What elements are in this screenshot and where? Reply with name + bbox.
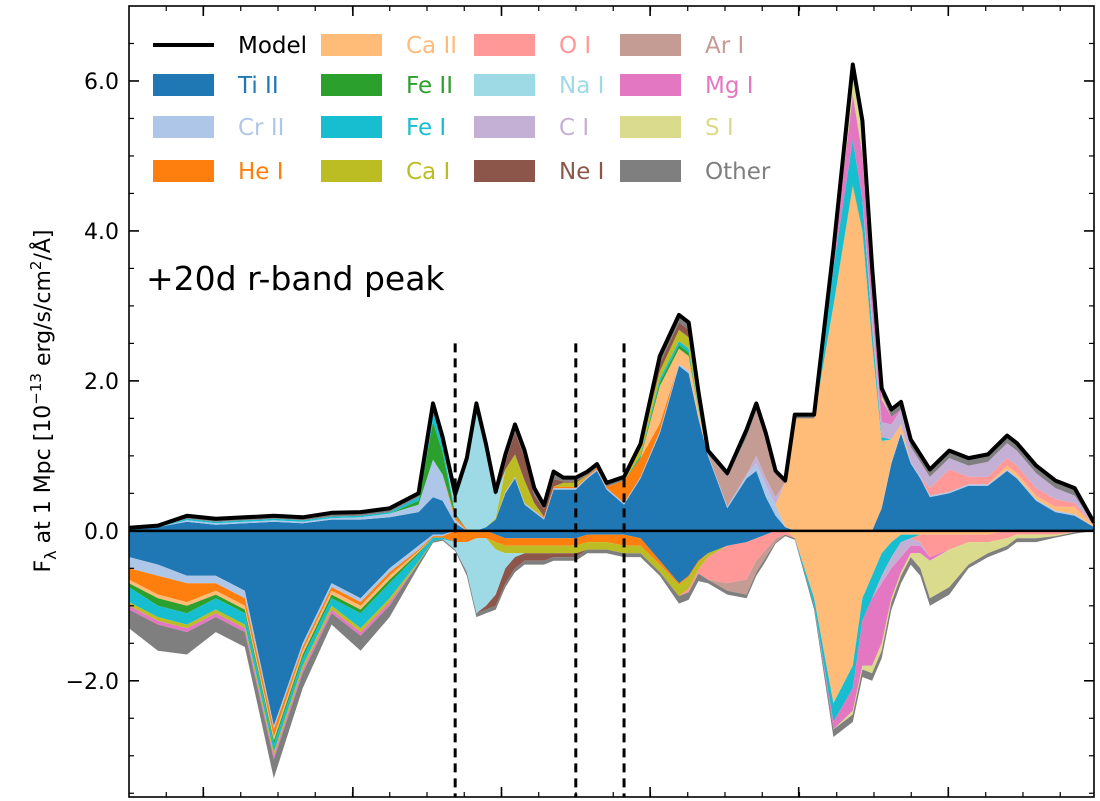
legend-label-other: Other	[705, 159, 771, 185]
legend-label-c-i: C I	[559, 115, 589, 141]
legend-label-ar-i: Ar I	[705, 33, 744, 59]
y-axis-label-sub: λ	[41, 550, 60, 559]
y-tick-label: 6.0	[84, 70, 119, 95]
legend-swatch-s-i	[620, 116, 681, 138]
legend-label-model: Model	[238, 33, 307, 59]
emission-area-o-i	[129, 139, 1094, 531]
absorption-area-ca-ii	[129, 530, 1094, 741]
y-tick-label: 0.0	[84, 520, 119, 545]
legend-swatch-c-i	[474, 116, 535, 138]
legend-label-na-i: Na I	[559, 73, 604, 99]
legend-label-o-i: O I	[559, 33, 591, 59]
legend-swatch-other	[620, 160, 681, 182]
y-axis-label-text2: erg/s/cm	[31, 270, 56, 373]
legend-label-he-i: He I	[238, 159, 284, 185]
legend-label-ne-i: Ne I	[559, 159, 604, 185]
emission-area-ca-ii	[129, 185, 1094, 531]
legend-swatch-ca-i	[321, 160, 382, 182]
axis-ticks: 6.0 4.0 2.0 0.0 −2.0	[66, 6, 1094, 797]
dashed-markers	[453, 343, 626, 797]
absorption-area-mg-i	[129, 530, 1094, 760]
legend-swatch-ti-ii	[153, 74, 214, 96]
legend-swatch-mg-i	[620, 74, 681, 96]
absorption-area-ti-ii	[129, 530, 1094, 726]
y-axis-label-text: at 1 Mpc [10	[31, 405, 56, 551]
legend-swatch-fe-i	[321, 116, 382, 138]
legend: Model Ti II Cr II He I Ca II Fe II Fe I Ca I O I…	[153, 33, 771, 185]
legend-swatch-ca-ii	[321, 34, 382, 56]
y-axis-label-main: F	[31, 560, 56, 573]
legend-swatch-o-i	[474, 34, 535, 56]
y-axis-label-sup: −13	[27, 373, 45, 405]
legend-swatch-cr-ii	[153, 116, 214, 138]
plot-frame	[128, 5, 1095, 798]
legend-label-mg-i: Mg I	[705, 73, 754, 99]
y-tick-label: −2.0	[66, 670, 119, 695]
model-line	[129, 62, 1094, 530]
y-tick-label: 2.0	[84, 370, 119, 395]
y-tick-label: 4.0	[84, 220, 119, 245]
legend-label-fe-ii: Fe II	[406, 73, 453, 99]
legend-label-fe-i: Fe I	[406, 115, 446, 141]
legend-label-ca-ii: Ca II	[406, 33, 457, 59]
chart-annotation: +20d r-band peak	[146, 259, 445, 298]
legend-swatch-he-i	[153, 160, 214, 182]
legend-swatch-na-i	[474, 74, 535, 96]
y-axis-label-text3: /Å]	[29, 229, 56, 260]
legend-label-ti-ii: Ti II	[237, 73, 279, 99]
legend-swatch-fe-ii	[321, 74, 382, 96]
legend-swatch-ne-i	[474, 160, 535, 182]
legend-swatch-ar-i	[620, 34, 681, 56]
legend-label-cr-ii: Cr II	[238, 115, 284, 141]
y-axis-label: Fλ at 1 Mpc [10−13 erg/s/cm2/Å]	[27, 229, 60, 572]
legend-label-ca-i: Ca I	[406, 159, 450, 185]
legend-label-s-i: S I	[705, 115, 734, 141]
stacked-areas	[129, 64, 1094, 779]
absorption-area-other	[129, 530, 1094, 779]
y-axis-label-sup2: 2	[27, 261, 45, 271]
emission-area-ti-ii	[129, 365, 1094, 531]
